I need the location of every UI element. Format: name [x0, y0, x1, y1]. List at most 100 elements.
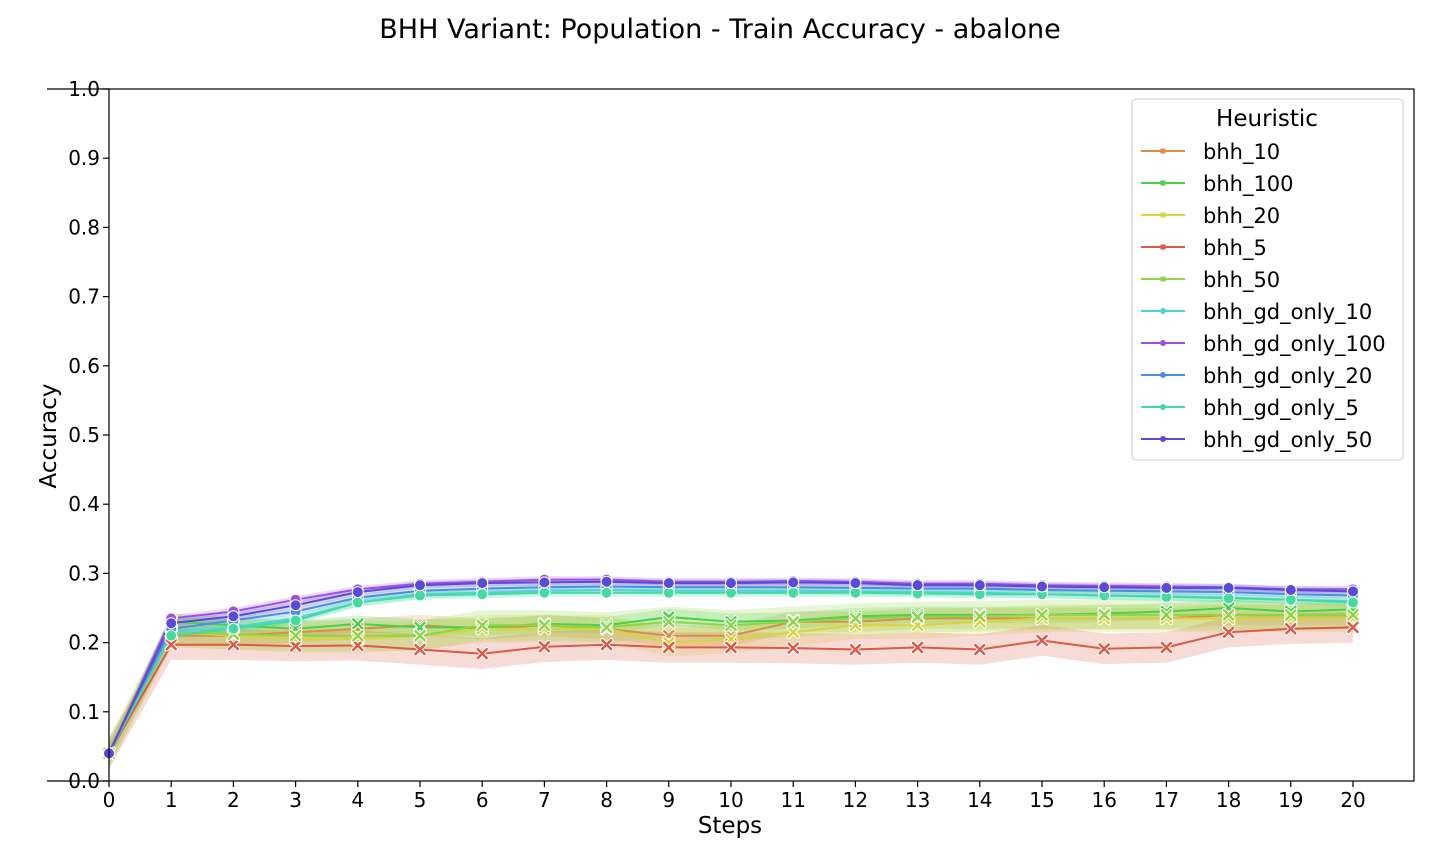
x-tick-label: 9	[662, 788, 675, 812]
point-bhh_50	[1160, 609, 1173, 621]
series-markers	[102, 573, 1360, 761]
x-tick-label: 17	[1154, 788, 1179, 812]
point-bhh_gd_only_50	[227, 610, 240, 623]
point-bhh_5	[1036, 634, 1048, 647]
x-tick-label: 3	[289, 788, 302, 812]
x-tick-label: 19	[1278, 788, 1303, 812]
legend-label-bhh_gd_only_20: bhh_gd_only_20	[1203, 364, 1372, 389]
point-bhh_gd_only_50	[600, 575, 613, 588]
x-tick-label: 20	[1340, 788, 1365, 812]
point-bhh_5	[600, 638, 613, 651]
y-tick-label: 0.7	[68, 285, 100, 309]
point-bhh_50	[974, 610, 986, 623]
x-tick-label: 13	[905, 788, 930, 812]
x-axis-label: Steps	[698, 813, 762, 839]
legend-label-bhh_10: bhh_10	[1203, 140, 1280, 165]
legend-marker-bhh_gd_only_5	[1160, 404, 1166, 410]
point-bhh_50	[911, 611, 924, 623]
y-tick-label: 0.9	[68, 146, 100, 170]
point-bhh_gd_only_5	[351, 596, 364, 609]
point-bhh_50	[725, 619, 737, 632]
point-bhh_100	[352, 618, 364, 630]
point-bhh_50	[1285, 609, 1297, 621]
point-bhh_5	[227, 638, 240, 651]
point-bhh_gd_only_50	[911, 579, 924, 592]
legend-marker-bhh_gd_only_50	[1160, 436, 1166, 442]
point-bhh_50	[663, 616, 675, 628]
point-bhh_50	[414, 629, 426, 642]
point-bhh_5	[1222, 626, 1235, 638]
point-bhh_5	[1160, 641, 1173, 654]
point-bhh_gd_only_5	[787, 586, 800, 599]
legend: Heuristic bhh_10 bhh_100 bhh_20 bhh_5 bhh_50…	[1131, 98, 1404, 461]
y-tick-label: 0.2	[68, 631, 100, 655]
point-bhh_gd_only_50	[1036, 580, 1048, 593]
y-tick-label: 0.4	[68, 492, 100, 516]
point-bhh_gd_only_50	[165, 617, 178, 630]
x-tick-label: 8	[600, 788, 613, 812]
point-bhh_gd_only_5	[476, 588, 489, 601]
y-tick-label: 0.1	[68, 700, 100, 724]
point-bhh_50	[289, 629, 302, 642]
legend-label-bhh_gd_only_10: bhh_gd_only_10	[1203, 300, 1372, 325]
point-bhh_gd_only_50	[1098, 581, 1111, 594]
point-bhh_gd_only_50	[289, 599, 302, 612]
point-bhh_gd_only_50	[787, 576, 800, 589]
y-axis-ticks: 0.00.10.20.30.40.50.60.70.80.91.0	[68, 77, 109, 793]
legend-marker-bhh_100	[1160, 180, 1166, 186]
legend-label-bhh_50: bhh_50	[1203, 268, 1280, 293]
point-bhh_gd_only_5	[1222, 592, 1235, 605]
legend-label-bhh_20: bhh_20	[1203, 204, 1280, 229]
point-bhh_gd_only_50	[476, 577, 489, 590]
point-bhh_gd_only_50	[725, 577, 737, 590]
point-bhh_gd_only_5	[538, 586, 551, 599]
point-bhh_gd_only_50	[849, 577, 862, 590]
point-bhh_50	[352, 629, 364, 642]
point-bhh_5	[352, 639, 364, 652]
x-tick-label: 18	[1216, 788, 1241, 812]
x-tick-label: 4	[351, 788, 364, 812]
legend-title: Heuristic	[1216, 106, 1318, 132]
legend-marker-bhh_gd_only_100	[1160, 340, 1166, 346]
y-axis-label: Accuracy	[36, 383, 62, 488]
point-bhh_gd_only_5	[414, 589, 426, 602]
point-bhh_5	[787, 642, 799, 654]
point-bhh_50	[1222, 609, 1235, 621]
point-bhh_5	[476, 647, 488, 660]
legend-box	[1131, 98, 1404, 461]
point-bhh_gd_only_50	[1284, 584, 1297, 597]
point-bhh_50	[787, 616, 799, 628]
point-bhh_gd_only_5	[289, 614, 302, 627]
point-bhh_5	[1098, 643, 1110, 655]
point-bhh_5	[849, 643, 862, 656]
x-tick-label: 12	[843, 788, 868, 812]
point-bhh_50	[1347, 609, 1359, 621]
x-tick-label: 7	[538, 788, 551, 812]
point-bhh_gd_only_5	[227, 622, 240, 635]
point-bhh_5	[1347, 621, 1359, 634]
point-bhh_gd_only_50	[1160, 581, 1173, 594]
x-tick-label: 2	[227, 788, 240, 812]
point-bhh_50	[849, 612, 862, 625]
point-bhh_5	[1285, 623, 1297, 635]
legend-label-bhh_gd_only_50: bhh_gd_only_50	[1203, 428, 1372, 453]
point-bhh_50	[476, 619, 488, 632]
point-bhh_5	[974, 643, 986, 656]
y-tick-label: 0.6	[68, 354, 100, 378]
legend-marker-bhh_50	[1160, 276, 1166, 282]
point-bhh_5	[663, 641, 675, 654]
point-bhh_gd_only_50	[414, 579, 426, 592]
x-tick-label: 0	[103, 788, 116, 812]
point-bhh_5	[538, 641, 551, 653]
point-bhh_50	[1098, 609, 1110, 621]
legend-label-bhh_5: bhh_5	[1203, 236, 1267, 261]
point-bhh_5	[911, 641, 924, 654]
y-tick-label: 0.5	[68, 423, 100, 447]
legend-marker-bhh_5	[1160, 244, 1166, 250]
x-tick-label: 11	[780, 788, 805, 812]
point-bhh_5	[165, 638, 177, 651]
point-bhh_5	[725, 641, 737, 654]
x-axis-ticks: 0 1 2 3 4 5 6 7 8 9 10 11 12 13 14 15 16 17 18 19 20	[103, 781, 1366, 812]
point-bhh_gd_only_50	[538, 576, 551, 589]
